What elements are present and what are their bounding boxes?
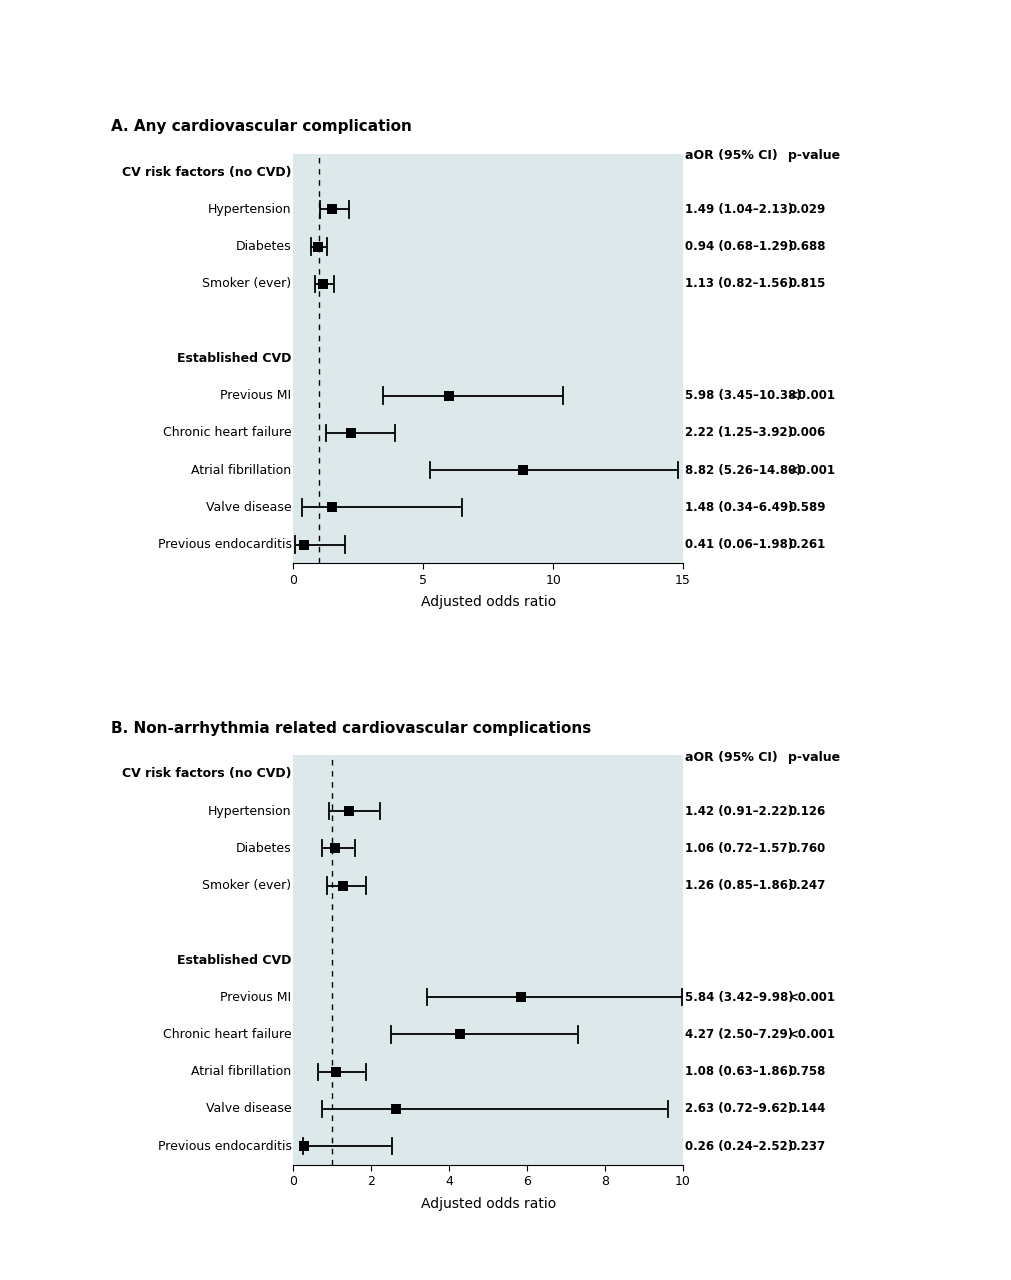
Text: 1.08 (0.63–1.86): 1.08 (0.63–1.86) [684, 1065, 793, 1078]
Text: 0.94 (0.68–1.29): 0.94 (0.68–1.29) [684, 241, 793, 253]
X-axis label: Adjusted odds ratio: Adjusted odds ratio [421, 595, 555, 609]
X-axis label: Adjusted odds ratio: Adjusted odds ratio [421, 1197, 555, 1211]
Text: 0.029: 0.029 [788, 204, 825, 216]
Text: 2.63 (0.72–9.62): 2.63 (0.72–9.62) [684, 1102, 793, 1115]
Text: 0.589: 0.589 [788, 500, 825, 513]
Text: Atrial fibrillation: Atrial fibrillation [191, 463, 291, 476]
Text: B. Non-arrhythmia related cardiovascular complications: B. Non-arrhythmia related cardiovascular… [111, 721, 591, 736]
Text: 1.42 (0.91–2.22): 1.42 (0.91–2.22) [684, 805, 793, 818]
Text: A. Any cardiovascular complication: A. Any cardiovascular complication [111, 119, 411, 134]
Text: 1.49 (1.04–2.13): 1.49 (1.04–2.13) [684, 204, 793, 216]
Text: Chronic heart failure: Chronic heart failure [163, 426, 291, 439]
Text: Diabetes: Diabetes [236, 241, 291, 253]
Text: Smoker (ever): Smoker (ever) [202, 879, 291, 892]
Text: Chronic heart failure: Chronic heart failure [163, 1028, 291, 1041]
Text: 1.06 (0.72–1.57): 1.06 (0.72–1.57) [684, 842, 793, 855]
Text: <0.001: <0.001 [788, 991, 834, 1004]
Text: 0.006: 0.006 [788, 426, 825, 439]
Text: 4.27 (2.50–7.29): 4.27 (2.50–7.29) [684, 1028, 793, 1041]
Text: CV risk factors (no CVD): CV risk factors (no CVD) [122, 767, 291, 781]
Text: <0.001: <0.001 [788, 463, 834, 476]
Text: 0.815: 0.815 [788, 278, 825, 291]
Text: 0.760: 0.760 [788, 842, 825, 855]
Text: 5.84 (3.42–9.98): 5.84 (3.42–9.98) [684, 991, 793, 1004]
Text: 8.82 (5.26–14.80): 8.82 (5.26–14.80) [684, 463, 801, 476]
Text: p-value: p-value [788, 750, 839, 764]
Text: 1.48 (0.34–6.49): 1.48 (0.34–6.49) [684, 500, 793, 513]
Text: 0.237: 0.237 [788, 1139, 825, 1153]
Text: <0.001: <0.001 [788, 389, 834, 402]
Text: 0.26 (0.24–2.52): 0.26 (0.24–2.52) [684, 1139, 793, 1153]
Text: Valve disease: Valve disease [205, 1102, 291, 1115]
Text: Established CVD: Established CVD [177, 352, 291, 365]
Text: Diabetes: Diabetes [236, 842, 291, 855]
Text: Previous endocarditis: Previous endocarditis [158, 538, 291, 552]
Text: 1.13 (0.82–1.56): 1.13 (0.82–1.56) [684, 278, 793, 291]
Text: Smoker (ever): Smoker (ever) [202, 278, 291, 291]
Text: CV risk factors (no CVD): CV risk factors (no CVD) [122, 165, 291, 179]
Text: 2.22 (1.25–3.92): 2.22 (1.25–3.92) [684, 426, 793, 439]
Text: aOR (95% CI): aOR (95% CI) [684, 750, 777, 764]
Text: Previous MI: Previous MI [220, 389, 291, 402]
Text: aOR (95% CI): aOR (95% CI) [684, 148, 777, 163]
Text: 1.26 (0.85–1.86): 1.26 (0.85–1.86) [684, 879, 793, 892]
Text: 0.247: 0.247 [788, 879, 825, 892]
Text: Previous MI: Previous MI [220, 991, 291, 1004]
Text: 0.41 (0.06–1.98): 0.41 (0.06–1.98) [684, 538, 793, 552]
Text: 5.98 (3.45–10.38): 5.98 (3.45–10.38) [684, 389, 801, 402]
Text: Hypertension: Hypertension [208, 805, 291, 818]
Text: 0.126: 0.126 [788, 805, 825, 818]
Text: p-value: p-value [788, 148, 839, 163]
Text: Valve disease: Valve disease [205, 500, 291, 513]
Text: Hypertension: Hypertension [208, 204, 291, 216]
Text: 0.688: 0.688 [788, 241, 825, 253]
Text: 0.758: 0.758 [788, 1065, 825, 1078]
Text: Previous endocarditis: Previous endocarditis [158, 1139, 291, 1153]
Text: 0.144: 0.144 [788, 1102, 825, 1115]
Text: 0.261: 0.261 [788, 538, 825, 552]
Text: Established CVD: Established CVD [177, 954, 291, 966]
Text: Atrial fibrillation: Atrial fibrillation [191, 1065, 291, 1078]
Text: <0.001: <0.001 [788, 1028, 834, 1041]
